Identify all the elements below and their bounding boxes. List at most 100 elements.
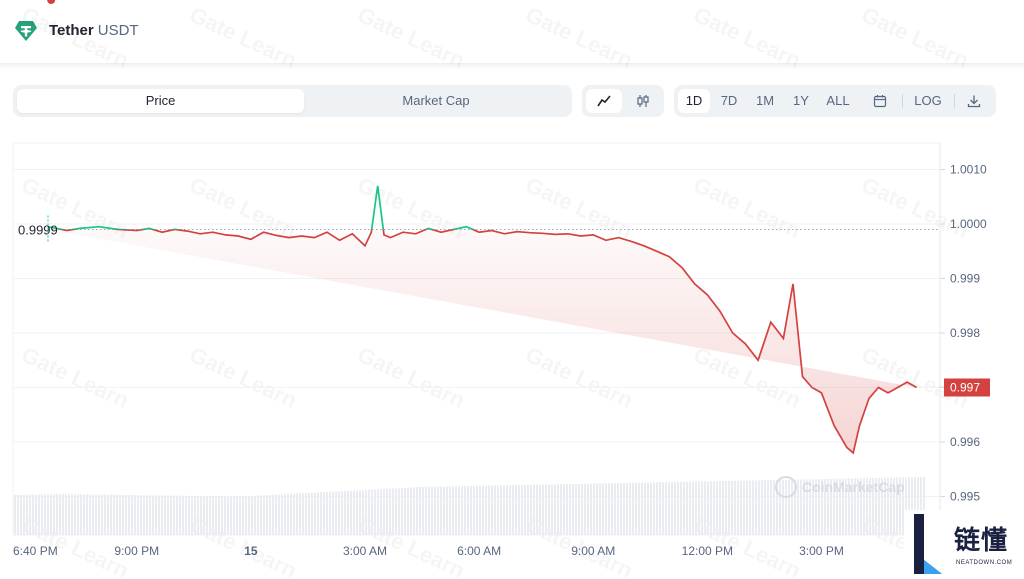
- volume-bar: [500, 485, 502, 535]
- volume-bar: [620, 483, 622, 535]
- volume-bar: [863, 478, 865, 535]
- volume-bar: [326, 491, 328, 535]
- volume-bar: [773, 479, 775, 535]
- volume-bar: [575, 483, 577, 535]
- x-tick-label: 3:00 AM: [343, 544, 387, 558]
- calendar-button[interactable]: [866, 89, 894, 113]
- header-divider: [0, 64, 1024, 70]
- volume-bar: [95, 494, 97, 535]
- volume-bar: [20, 494, 22, 535]
- brand-logo-icon: [914, 514, 942, 574]
- watermark-text: Gate Learn: [690, 172, 805, 243]
- volume-bar: [860, 478, 862, 535]
- volume-bar: [659, 482, 661, 535]
- volume-bar: [443, 486, 445, 535]
- range-7d-button[interactable]: 7D: [720, 93, 738, 108]
- line-chart-button[interactable]: [586, 89, 622, 113]
- volume-bar: [893, 477, 895, 535]
- volume-bar: [179, 495, 181, 535]
- volume-bar: [182, 495, 184, 535]
- volume-bar: [149, 495, 151, 535]
- tab-price[interactable]: Price: [17, 89, 304, 113]
- volume-bar: [680, 481, 682, 535]
- volume-bar: [374, 489, 376, 535]
- site-badge: 链懂 NEATDOWN.COM: [904, 510, 1024, 579]
- volume-bar: [749, 480, 751, 535]
- calendar-icon: [873, 95, 887, 108]
- volume-bar: [695, 481, 697, 535]
- volume-bar: [113, 494, 115, 535]
- range-all-button[interactable]: ALL: [826, 93, 850, 108]
- volume-bar: [902, 477, 904, 535]
- volume-bar: [134, 495, 136, 535]
- volume-bar: [44, 494, 46, 535]
- watermark-text: Gate Learn: [186, 172, 301, 243]
- volume-bar: [185, 495, 187, 535]
- volume-bar: [560, 484, 562, 535]
- volume-bar: [647, 482, 649, 535]
- volume-bars: [14, 477, 925, 535]
- volume-bar: [524, 484, 526, 535]
- range-1y-button[interactable]: 1Y: [793, 93, 809, 108]
- volume-bar: [413, 487, 415, 535]
- volume-bar: [629, 482, 631, 535]
- volume-bar: [59, 494, 61, 535]
- volume-bar: [80, 494, 82, 535]
- volume-bar: [752, 480, 754, 535]
- volume-bar: [758, 480, 760, 535]
- volume-bar: [830, 478, 832, 535]
- volume-bar: [911, 477, 913, 535]
- volume-bar: [338, 491, 340, 535]
- volume-bar: [389, 488, 391, 535]
- volume-bar: [497, 485, 499, 535]
- volume-bar: [686, 481, 688, 535]
- volume-bar: [887, 477, 889, 535]
- volume-bar: [896, 477, 898, 535]
- volume-bar: [77, 494, 79, 535]
- volume-bar: [383, 488, 385, 535]
- volume-bar: [407, 487, 409, 535]
- volume-bar: [599, 483, 601, 535]
- volume-bar: [302, 493, 304, 535]
- volume-bar: [548, 484, 550, 535]
- download-button[interactable]: [960, 89, 988, 113]
- volume-bar: [641, 482, 643, 535]
- volume-bar: [485, 485, 487, 535]
- volume-bar: [32, 494, 34, 535]
- badge-title: 链懂: [954, 526, 1009, 556]
- volume-bar: [419, 487, 421, 535]
- volume-bar: [518, 485, 520, 535]
- range-1m-button[interactable]: 1M: [755, 93, 775, 108]
- watermark-text: Gate Learn: [522, 342, 637, 413]
- volume-bar: [527, 484, 529, 535]
- volume-bar: [761, 480, 763, 535]
- volume-bar: [128, 495, 130, 535]
- volume-bar: [368, 489, 370, 535]
- volume-bar: [416, 487, 418, 535]
- volume-bar: [194, 495, 196, 535]
- source-watermark: CoinMarketCap: [775, 476, 905, 498]
- volume-bar: [890, 477, 892, 535]
- log-scale-button[interactable]: LOG: [914, 93, 942, 108]
- volume-bar: [287, 494, 289, 535]
- volume-bar: [674, 481, 676, 535]
- volume-bar: [566, 484, 568, 535]
- y-tick-label: 0.995: [950, 490, 980, 504]
- tab-market-cap[interactable]: Market Cap: [402, 93, 470, 108]
- volume-bar: [737, 480, 739, 535]
- volume-bar: [335, 491, 337, 535]
- volume-bar: [512, 485, 514, 535]
- x-tick-label: 9:00 PM: [114, 544, 159, 558]
- volume-bar: [644, 482, 646, 535]
- volume-bar: [461, 486, 463, 535]
- volume-bar: [320, 492, 322, 535]
- candlestick-button[interactable]: [625, 89, 661, 113]
- volume-bar: [260, 495, 262, 535]
- volume-bar: [17, 494, 19, 535]
- range-1d-button[interactable]: 1D: [678, 89, 710, 113]
- volume-bar: [794, 479, 796, 535]
- volume-bar: [797, 479, 799, 535]
- volume-bar: [227, 496, 229, 535]
- markers: 0.9999 0.997: [18, 0, 990, 397]
